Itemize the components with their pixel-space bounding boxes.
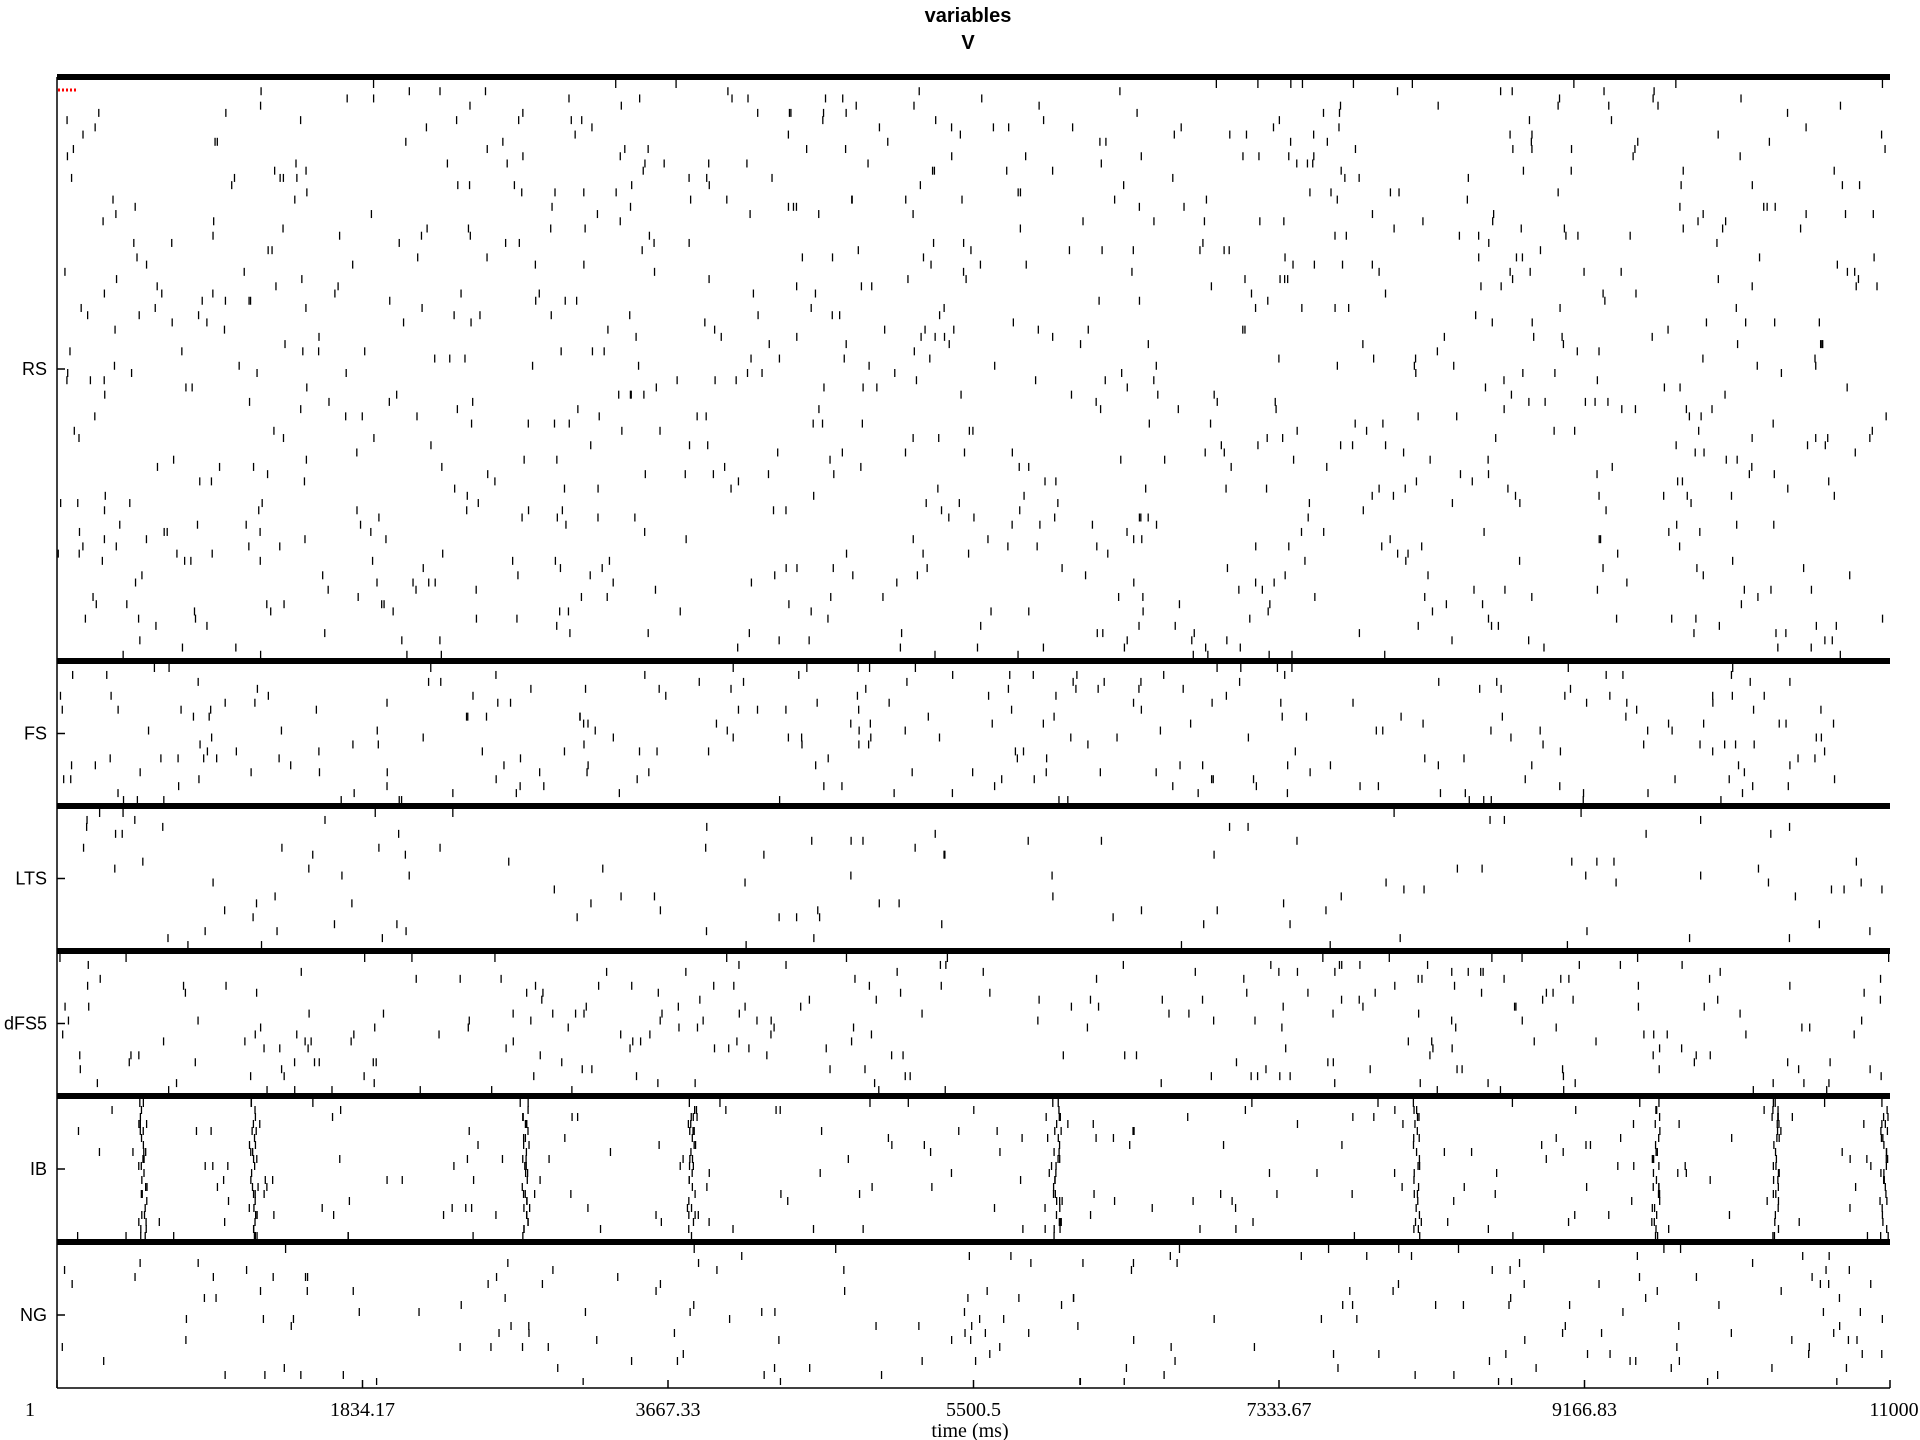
spikes-ng	[61, 1245, 1884, 1385]
x-axis-label: time (ms)	[931, 1420, 1008, 1440]
y-tick-label-rs: RS	[22, 359, 47, 379]
x-tick-label: 1834.17	[330, 1399, 395, 1421]
spikes-lts	[82, 809, 1883, 948]
chart-title: variables	[925, 5, 1012, 27]
x-tick-label: 11000	[1869, 1399, 1918, 1421]
x-tick-label: 3667.33	[635, 1399, 700, 1421]
y-axis: RS FS LTS dFS5 IB NG	[4, 77, 65, 1388]
spikes-rs	[57, 80, 1887, 658]
y-tick-label-ng: NG	[20, 1305, 47, 1325]
y-tick-label-fs: FS	[24, 724, 47, 744]
chart-subtitle: V	[961, 32, 975, 54]
x-tick-label: 9166.83	[1552, 1399, 1617, 1421]
spikes-ib	[76, 1099, 1889, 1239]
x-tick-label: 1	[25, 1399, 35, 1421]
spikes-fs	[59, 664, 1836, 803]
x-tick-label: 7333.67	[1247, 1399, 1312, 1421]
population-separators	[57, 74, 1890, 1245]
x-axis: 1 1834.17 3667.33 5500.5 7333.67 9166.83 11000	[25, 1380, 1919, 1421]
x-tick-label: 5500.5	[946, 1399, 1001, 1421]
y-tick-label-lts: LTS	[15, 869, 47, 889]
spike-raster	[57, 80, 1890, 1385]
y-tick-label-ib: IB	[30, 1159, 47, 1179]
y-tick-label-dfs5: dFS5	[4, 1014, 47, 1034]
spikes-dfs5	[59, 954, 1890, 1093]
